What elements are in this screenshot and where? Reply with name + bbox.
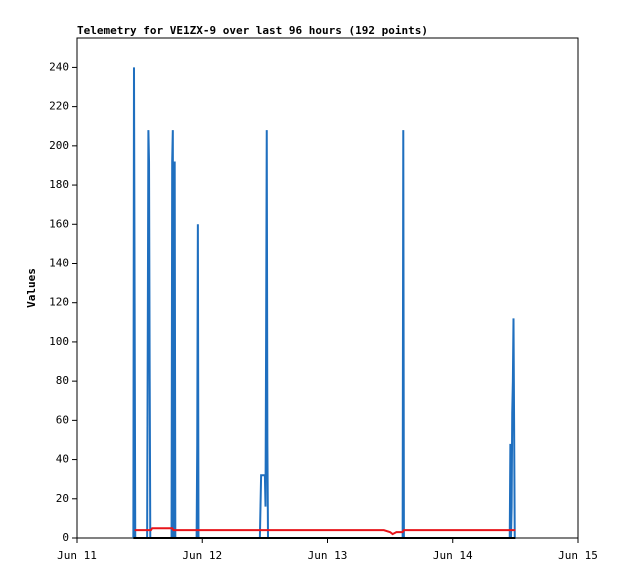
x-tick-label: Jun 14: [433, 549, 473, 562]
y-tick-label: 200: [49, 139, 69, 152]
y-tick-label: 180: [49, 178, 69, 191]
y-tick-label: 20: [56, 492, 69, 505]
y-tick-label: 80: [56, 374, 69, 387]
chart-title: Telemetry for VE1ZX-9 over last 96 hours…: [77, 24, 428, 37]
y-tick-label: 60: [56, 413, 69, 426]
x-tick-label: Jun 11: [57, 549, 97, 562]
x-tick-label: Jun 13: [308, 549, 348, 562]
y-tick-label: 220: [49, 100, 69, 113]
y-tick-label: 40: [56, 453, 69, 466]
y-tick-label: 240: [49, 60, 69, 73]
y-tick-label: 160: [49, 217, 69, 230]
y-tick-label: 120: [49, 296, 69, 309]
x-tick-label: Jun 12: [182, 549, 222, 562]
series-line: [134, 527, 516, 536]
y-axis-label: Values: [25, 268, 38, 308]
y-tick-label: 0: [62, 531, 69, 544]
y-tick-label: 140: [49, 256, 69, 269]
x-tick-label: Jun 15: [558, 549, 598, 562]
y-tick-label: 100: [49, 335, 69, 348]
